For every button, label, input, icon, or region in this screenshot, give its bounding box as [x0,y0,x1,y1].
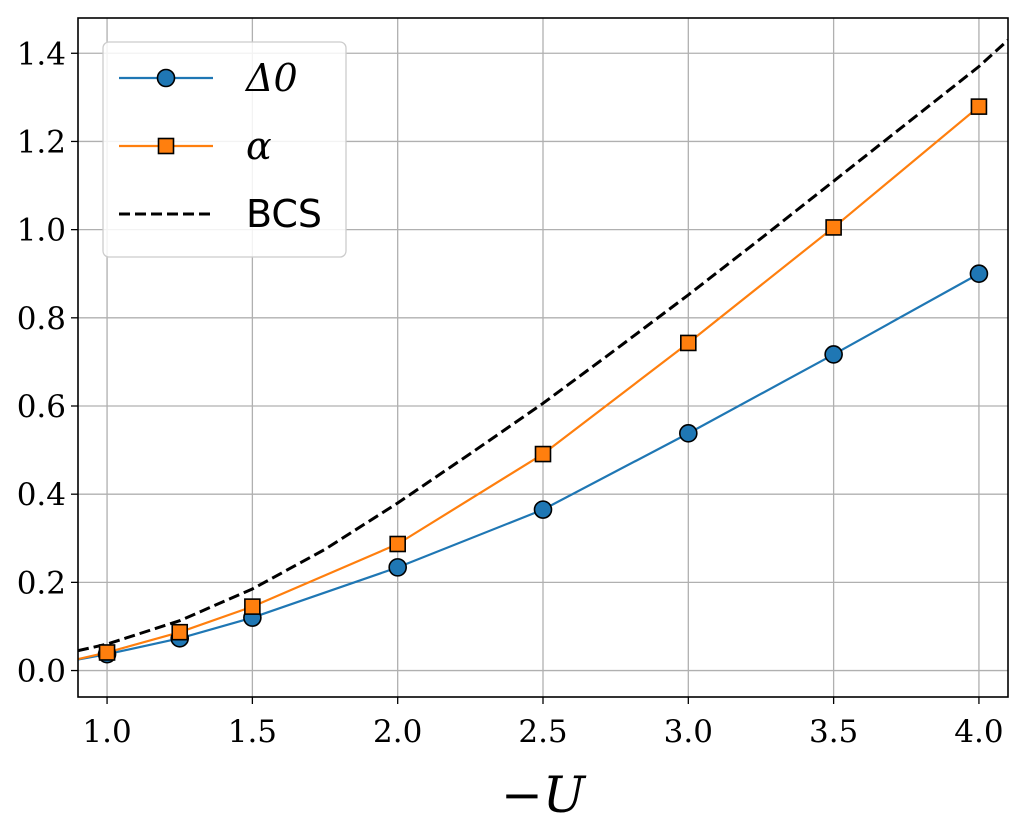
x-tick-label: 1.5 [228,714,277,750]
data-point-alpha [680,334,697,352]
data-point-delta0 [388,558,407,577]
legend-item-alpha: α [119,124,272,168]
y-tick-label: 0.4 [17,477,66,513]
data-point-delta0 [679,424,698,443]
data-point-alpha [825,219,842,236]
axis-ticks: 1.0 1.5 2.0 2.5 3.0 3.5 4.0 0.0 0.2 0.4 0.6 0.8 1.0 1… [17,36,1004,750]
legend-box [102,41,347,258]
x-tick-label: 2.5 [518,714,567,750]
x-axis-label: −U [501,766,587,824]
y-tick-label: 0.8 [17,301,66,337]
y-tick-label: 1.2 [17,124,66,160]
data-point-delta0 [969,264,989,284]
legend-label: BCS [246,192,322,236]
x-tick-label: 2.0 [373,714,422,750]
x-tick-label: 3.5 [809,714,858,750]
y-tick-label: 0.6 [17,389,66,425]
y-tick-label: 0.0 [17,654,66,690]
data-point-alpha [389,535,406,553]
legend-label: α [246,124,272,168]
legend-marker [156,68,176,88]
data-point-delta0 [824,345,843,364]
data-point-alpha [970,98,988,115]
x-tick-label: 1.0 [82,714,131,750]
plot-series [78,38,1008,664]
legend: Δ0 α BCS [102,41,347,258]
data-point-delta0 [533,500,553,519]
y-tick-label: 1.4 [17,36,66,72]
x-tick-label: 4.0 [954,714,1003,750]
x-tick-label: 3.0 [664,714,713,750]
data-point-alpha [244,598,261,615]
legend-item-delta0: Δ0 [119,56,298,100]
y-tick-label: 0.2 [17,565,66,601]
data-point-alpha [534,445,552,463]
y-tick-label: 1.0 [17,213,66,249]
series-line-bcs [78,38,1008,653]
legend-label: Δ0 [244,56,298,100]
series-line-delta0 [78,272,980,661]
data-point-alpha [98,644,116,661]
data-point-alpha [171,623,189,641]
legend-marker [157,137,175,155]
legend-item-bcs: BCS [119,192,322,236]
